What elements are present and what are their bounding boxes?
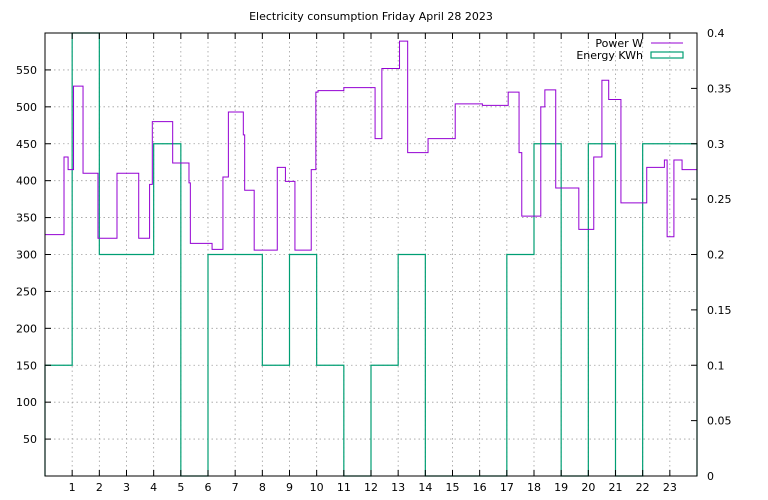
y2-tick-label: 0.2	[707, 249, 725, 262]
chart-title: Electricity consumption Friday April 28 …	[249, 10, 493, 23]
y2-tick-label: 0.4	[707, 27, 725, 40]
x-tick-label: 22	[636, 481, 650, 494]
axis-ticks: 1 2 3 4 5 6 7 8 9 10 11 12 13 14 15 16 17 18 19 20 21 22 23501…	[16, 27, 732, 494]
power-w-series	[45, 40, 697, 251]
y2-tick-label: 0.3	[707, 138, 725, 151]
y2-tick-label: 0.35	[707, 82, 732, 95]
legend-swatch-energy	[650, 51, 684, 59]
x-tick-label: 20	[581, 481, 595, 494]
x-tick-label: 6	[205, 481, 212, 494]
x-tick-label: 10	[310, 481, 324, 494]
x-tick-label: 17	[500, 481, 514, 494]
y-tick-label: 150	[16, 359, 37, 372]
x-tick-label: 1	[69, 481, 76, 494]
x-tick-label: 2	[96, 481, 103, 494]
y-tick-label: 450	[16, 138, 37, 151]
x-tick-label: 21	[609, 481, 623, 494]
y-tick-label: 100	[16, 396, 37, 409]
y-tick-label: 250	[16, 285, 37, 298]
y-tick-label: 550	[16, 64, 37, 77]
y2-tick-label: 0.1	[707, 359, 725, 372]
y2-tick-label: 0.05	[707, 415, 732, 428]
x-tick-label: 12	[364, 481, 378, 494]
y-tick-label: 50	[23, 433, 37, 446]
x-tick-label: 19	[554, 481, 568, 494]
x-tick-label: 13	[391, 481, 405, 494]
x-tick-label: 18	[527, 481, 541, 494]
x-tick-label: 9	[286, 481, 293, 494]
x-tick-label: 4	[150, 481, 157, 494]
x-tick-label: 5	[177, 481, 184, 494]
x-tick-label: 14	[418, 481, 432, 494]
y-tick-label: 500	[16, 101, 37, 114]
y2-tick-label: 0.15	[707, 304, 732, 317]
x-tick-label: 3	[123, 481, 130, 494]
x-tick-label: 7	[232, 481, 239, 494]
y2-tick-label: 0.25	[707, 193, 732, 206]
y-tick-label: 200	[16, 322, 37, 335]
x-tick-label: 16	[473, 481, 487, 494]
y2-tick-label: 0	[707, 470, 714, 483]
x-tick-label: 11	[337, 481, 351, 494]
x-tick-label: 15	[446, 481, 460, 494]
legend-label-power: Power W	[595, 37, 643, 50]
y-tick-label: 300	[16, 249, 37, 262]
legend-label-energy: Energy KWh	[576, 49, 643, 62]
y-tick-label: 400	[16, 175, 37, 188]
x-tick-label: 23	[663, 481, 677, 494]
y-tick-label: 350	[16, 212, 37, 225]
x-tick-label: 8	[259, 481, 266, 494]
